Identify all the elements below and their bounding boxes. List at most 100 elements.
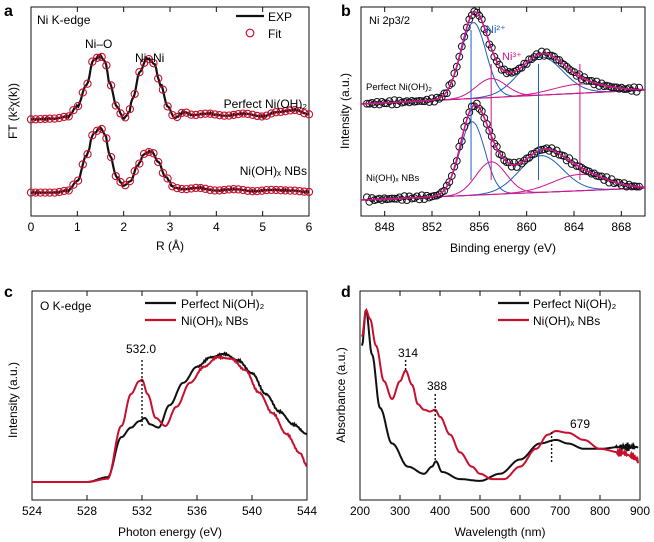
panel-a-fit-point: [59, 112, 69, 122]
panel-a-fit-point: [111, 101, 120, 110]
panel-a-xtick-label-0: 0: [28, 220, 35, 234]
panel-b-data-point: [400, 192, 409, 201]
panel-a-fit-point: [257, 112, 267, 121]
panel-a-fit-point: [201, 109, 210, 118]
panel-a-label-perfect: Perfect Ni(OH)₂: [224, 97, 308, 111]
panel-a-fit-point: [187, 184, 196, 193]
panel-a-xtick-label-5: 5: [259, 220, 266, 234]
panel-a-letter: a: [4, 3, 13, 20]
panel-a-fit-point: [92, 126, 102, 135]
panel-a-fit-point: [73, 101, 83, 111]
panel-a-fit-point: [31, 115, 40, 124]
panel-b-data-point: [440, 89, 449, 98]
panel-b-data-point: [527, 55, 536, 63]
panel-a-fit-point: [276, 186, 285, 195]
panel-b-data-point: [522, 60, 531, 68]
panel-b-data-point: [595, 172, 603, 181]
panel-b-data-point: [497, 151, 506, 160]
panel-b-xticks: 848 852 856 860 864 868: [375, 7, 632, 234]
panel-a-fit-point: [40, 114, 50, 124]
panel-a-fit-point: [243, 186, 252, 195]
panel-b-data-point: [395, 96, 404, 105]
panel-c-xtick-label-1: 528: [77, 504, 97, 518]
panel-a-fit-point: [281, 107, 290, 116]
panel-b-data-point: [552, 55, 561, 64]
panel-b-envelope-1: [360, 103, 645, 201]
panel-a-fit-point: [31, 188, 40, 197]
panel-a-xtick-label-6: 6: [306, 220, 313, 234]
panel-a-fit-point: [210, 110, 219, 119]
panel-a-fit-point: [168, 110, 177, 120]
panel-d-legend-nbs: Ni(OH)ₓ NBs: [533, 314, 600, 328]
panel-a-ylabel: FT (k²χ(k)): [6, 83, 20, 139]
panel-a-xtick-label-4: 4: [213, 220, 220, 234]
panel-a-fit-point: [125, 176, 135, 186]
panel-a-fit-point: [158, 85, 168, 94]
panel-a-fit-point: [234, 185, 243, 194]
panel-a-fit-point: [26, 188, 36, 197]
panel-b-envelope-0: [360, 11, 645, 105]
panel-b-data-point: [390, 96, 399, 104]
panel-c-xtick-label-2: 532: [132, 504, 152, 518]
panel-a-fit-point: [304, 110, 314, 119]
panel-b-data-point: [455, 52, 464, 61]
panel-a-fit-point: [201, 184, 210, 193]
panel-a-fit-point: [97, 52, 106, 62]
panel-b-data-point: [442, 89, 451, 98]
panel-a-fit-point: [196, 183, 205, 193]
panel-a-fit-point: [224, 185, 234, 194]
panel-b-data-point: [500, 65, 509, 74]
panel-b-data-point: [502, 158, 511, 167]
panel-b-data-point: [477, 107, 486, 116]
panel-a-fit-point: [73, 176, 83, 185]
panel-b-label-perfect: Perfect Ni(OH)₂: [366, 82, 432, 93]
panel-a-fit-point: [300, 187, 309, 196]
panel-a-fit-point: [300, 109, 309, 118]
panel-a-fit-point: [111, 171, 120, 181]
panel-a-fit-point: [40, 188, 50, 197]
panel-a-annot-nio: Ni–O: [85, 37, 112, 51]
panel-b-data-point: [430, 192, 439, 200]
panel-a-fit-point: [45, 188, 54, 197]
panel-b-data-point: [530, 53, 539, 61]
panel-a-fit-point: [163, 102, 172, 111]
panel-a-fit-point: [149, 149, 158, 158]
panel-a-fit-point: [224, 111, 234, 120]
panel-b-data-point: [632, 87, 641, 96]
panel-c-xlabel: Photon energy (eV): [118, 525, 222, 539]
panel-a-fit-point: [163, 174, 172, 183]
panel-a-fit-point: [187, 110, 196, 119]
panel-b-data-point: [417, 191, 426, 200]
panel-a-fit-point: [248, 110, 257, 119]
panel-b-frame: [360, 6, 646, 217]
panel-a-fit-point: [125, 104, 135, 114]
panel-a-fit-point: [36, 188, 45, 197]
panel-a-curves: [26, 52, 314, 197]
panel-a-fit-point: [64, 112, 73, 121]
panel-b-data-point: [462, 23, 471, 32]
panel-b-data-point: [465, 15, 474, 24]
panel-b-data-point: [365, 197, 374, 206]
panel-a-fit-point: [238, 185, 248, 195]
panel-a-fit-point: [172, 183, 182, 193]
panel-a-fit-point: [139, 149, 149, 159]
panel-b-xtick-label-2: 856: [469, 220, 489, 234]
panel-b-data-point: [585, 167, 593, 176]
panel-c-xtick-label-3: 536: [187, 504, 207, 518]
panel-a-annot-nini: Ni–Ni: [135, 51, 164, 65]
panel-a-xticks: 0 1 2 3 4 5 6: [28, 7, 313, 234]
panel-c-series-1: [32, 354, 308, 483]
panel-b-data-point: [595, 82, 603, 90]
panel-a-fit-point: [121, 113, 130, 122]
panel-a-fit-point: [238, 109, 248, 118]
panel-b-xlabel: Binding energy (eV): [450, 241, 556, 255]
panel-b-data-point: [482, 120, 491, 128]
panel-a-fit-point: [69, 106, 78, 115]
panel-a-fit-point: [286, 106, 295, 115]
panel-a-fit-point: [220, 111, 229, 120]
panel-a-fit-point: [177, 184, 186, 194]
panel-a-fit-point: [55, 187, 64, 197]
panel-a-fit-point: [144, 54, 153, 64]
panel-d-xticks: 200 300 400 500 600 700 800 900: [350, 291, 650, 518]
